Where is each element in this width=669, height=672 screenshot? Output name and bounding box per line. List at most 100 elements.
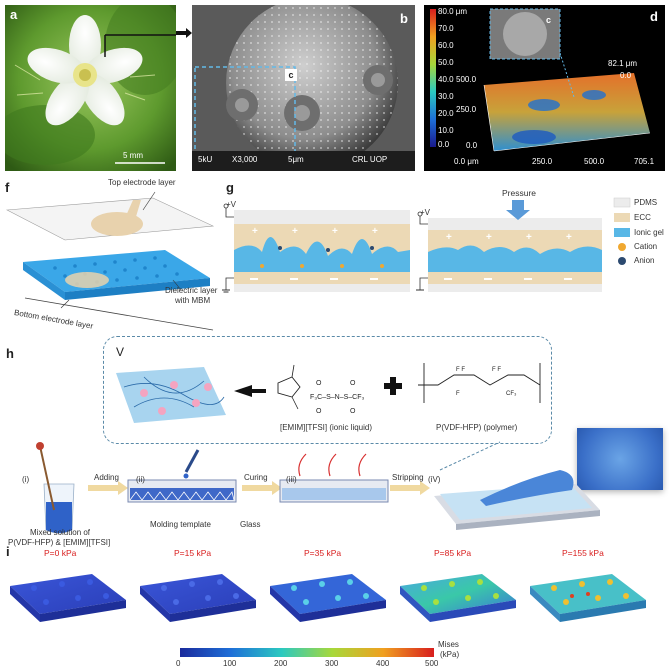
- svg-text:O: O: [316, 408, 322, 415]
- panel-d-label: d: [650, 9, 658, 24]
- pressure-35-label: P=35 kPa: [304, 548, 342, 558]
- mises-tick-300: 300: [325, 659, 339, 668]
- x-tick-0: 0.0 μm: [454, 157, 479, 166]
- cbar-tick-0: 0.0: [438, 140, 450, 149]
- mises-tick-0: 0: [176, 659, 181, 668]
- panel-a-label: a: [10, 7, 18, 22]
- svg-text:CF₃: CF₃: [506, 391, 517, 397]
- flower-illustration: [5, 5, 176, 171]
- chemistry-box: V O O F₃C–S–N–S–CF₃ O O F F F F F CF₃ [EMIM][…: [103, 336, 552, 444]
- panel-f: f Top electrode layer Dielectric layer w…: [5, 178, 218, 340]
- mises-tick-200: 200: [274, 659, 288, 668]
- panel-f-label: f: [5, 180, 10, 195]
- panel-h-label: h: [6, 346, 14, 361]
- pressure-15-label: P=15 kPa: [174, 548, 212, 558]
- cbar-tick-60: 60.0: [438, 41, 454, 50]
- panel-a-photo: a 5 mm: [5, 5, 176, 171]
- panel-a-scale-bar: 5 mm: [123, 151, 143, 160]
- molding-template-label: Molding template: [150, 520, 211, 529]
- sem-lab: CRL UOP: [352, 155, 388, 164]
- svg-text:F F: F F: [456, 367, 465, 373]
- polymer-label: P(VDF-HFP) (polymer): [436, 423, 518, 432]
- z-tick-max: 82.1 μm: [608, 59, 638, 68]
- top-electrode-label: Top electrode layer: [108, 178, 176, 187]
- cbar-tick-10: 10.0: [438, 126, 454, 135]
- mises-tick-400: 400: [376, 659, 390, 668]
- svg-text:+: +: [446, 232, 452, 243]
- mixed-solution-label-2: P(VDF-HFP) & [EMIM][TFSI]: [8, 538, 111, 547]
- cbar-tick-20: 20.0: [438, 109, 454, 118]
- panel-i-label: i: [6, 544, 10, 559]
- arrow-curing-label: Curing: [244, 473, 268, 482]
- x-tick-500: 500.0: [584, 157, 605, 166]
- panel-b-sem: b c 5kU X3,000 5μm CRL UOP: [192, 5, 415, 171]
- svg-text:O: O: [350, 380, 356, 387]
- sensor-exploded-view: [5, 191, 215, 331]
- sem-scale: 5μm: [288, 155, 304, 164]
- legend-ecc: ECC: [634, 213, 651, 222]
- sem-magnification: X3,000: [232, 155, 258, 164]
- fem-simulations: [10, 574, 646, 622]
- mises-colorbar: [180, 648, 434, 657]
- fabrication-process: [36, 441, 600, 534]
- mbm-zoom-texture: [577, 428, 663, 490]
- mises-unit: Mises: [438, 640, 459, 649]
- mises-unit-kpa: (kPa): [440, 650, 460, 659]
- panel-c-label: c: [546, 15, 552, 25]
- dielectric-label: Dielectric layer: [165, 286, 218, 295]
- sem-image: [192, 5, 415, 171]
- svg-text:O: O: [350, 408, 356, 415]
- voltage-right: +V: [420, 208, 431, 217]
- mixed-solution-label-1: Mixed solution of: [30, 528, 91, 537]
- cbar-tick-40: 40.0: [438, 75, 454, 84]
- mises-tick-100: 100: [223, 659, 237, 668]
- topography-plot: [430, 8, 651, 152]
- y-tick-250: 250.0: [456, 105, 477, 114]
- y-tick-500: 500.0: [456, 75, 477, 84]
- arrow-a-to-b: [176, 28, 192, 38]
- legend-cation: Cation: [634, 242, 658, 251]
- svg-text:+: +: [332, 226, 338, 237]
- sem-voltage: 5kU: [198, 155, 213, 164]
- capacitor-cross-sections: + + + + + + + +: [222, 197, 631, 293]
- svg-text:F₃C–S–N–S–CF₃: F₃C–S–N–S–CF₃: [310, 394, 364, 401]
- legend-anion: Anion: [634, 256, 655, 265]
- panel-g-label: g: [226, 180, 234, 195]
- step-i-label: (i): [22, 475, 30, 484]
- svg-text:+: +: [526, 232, 532, 243]
- svg-text:O: O: [316, 380, 322, 387]
- step-iv-label: (iV): [428, 475, 441, 484]
- glass-label: Glass: [240, 520, 261, 529]
- pressure-0-label: P=0 kPa: [44, 548, 77, 558]
- voltage-left: +V: [226, 200, 237, 209]
- svg-text:+: +: [372, 226, 378, 237]
- step-ii-label: (ii): [136, 475, 145, 484]
- chemistry-structures: O O F₃C–S–N–S–CF₃ O O F F F F F CF₃: [116, 363, 541, 423]
- y-tick-0: 0.0: [466, 141, 478, 150]
- panel-c-inset-tag: c: [285, 69, 297, 81]
- step-iii-label: (iii): [286, 475, 297, 484]
- roman-v-label: V: [116, 345, 125, 359]
- pressure-85-label: P=85 kPa: [434, 548, 472, 558]
- arrow-stripping-label: Stripping: [392, 473, 424, 482]
- panel-d-topography: d c 80.0 μm 70.0 60.0 50.0 40.0 30.0 20.…: [424, 5, 665, 171]
- svg-text:F F: F F: [492, 367, 501, 373]
- panel-b-label: b: [400, 11, 408, 26]
- legend-pdms: PDMS: [634, 198, 658, 207]
- cbar-tick-70: 70.0: [438, 24, 454, 33]
- x-tick-705: 705.1: [634, 157, 655, 166]
- pressure-155-label: P=155 kPa: [562, 548, 604, 558]
- panel-g: g + + + + + + + + +V +V: [222, 180, 666, 300]
- cbar-tick-30: 30.0: [438, 92, 454, 101]
- svg-text:+: +: [566, 232, 572, 243]
- legend-ionic-gel: Ionic gel: [634, 228, 664, 237]
- svg-text:+: +: [292, 226, 298, 237]
- mises-tick-500: 500: [425, 659, 439, 668]
- x-tick-250: 250.0: [532, 157, 553, 166]
- dielectric-label-2: with MBM: [175, 296, 211, 305]
- svg-text:+: +: [486, 232, 492, 243]
- pressure-label: Pressure: [502, 188, 537, 198]
- z-tick-min: 0.0: [620, 71, 632, 80]
- cbar-tick-80: 80.0 μm: [438, 7, 468, 16]
- svg-text:F: F: [456, 391, 460, 397]
